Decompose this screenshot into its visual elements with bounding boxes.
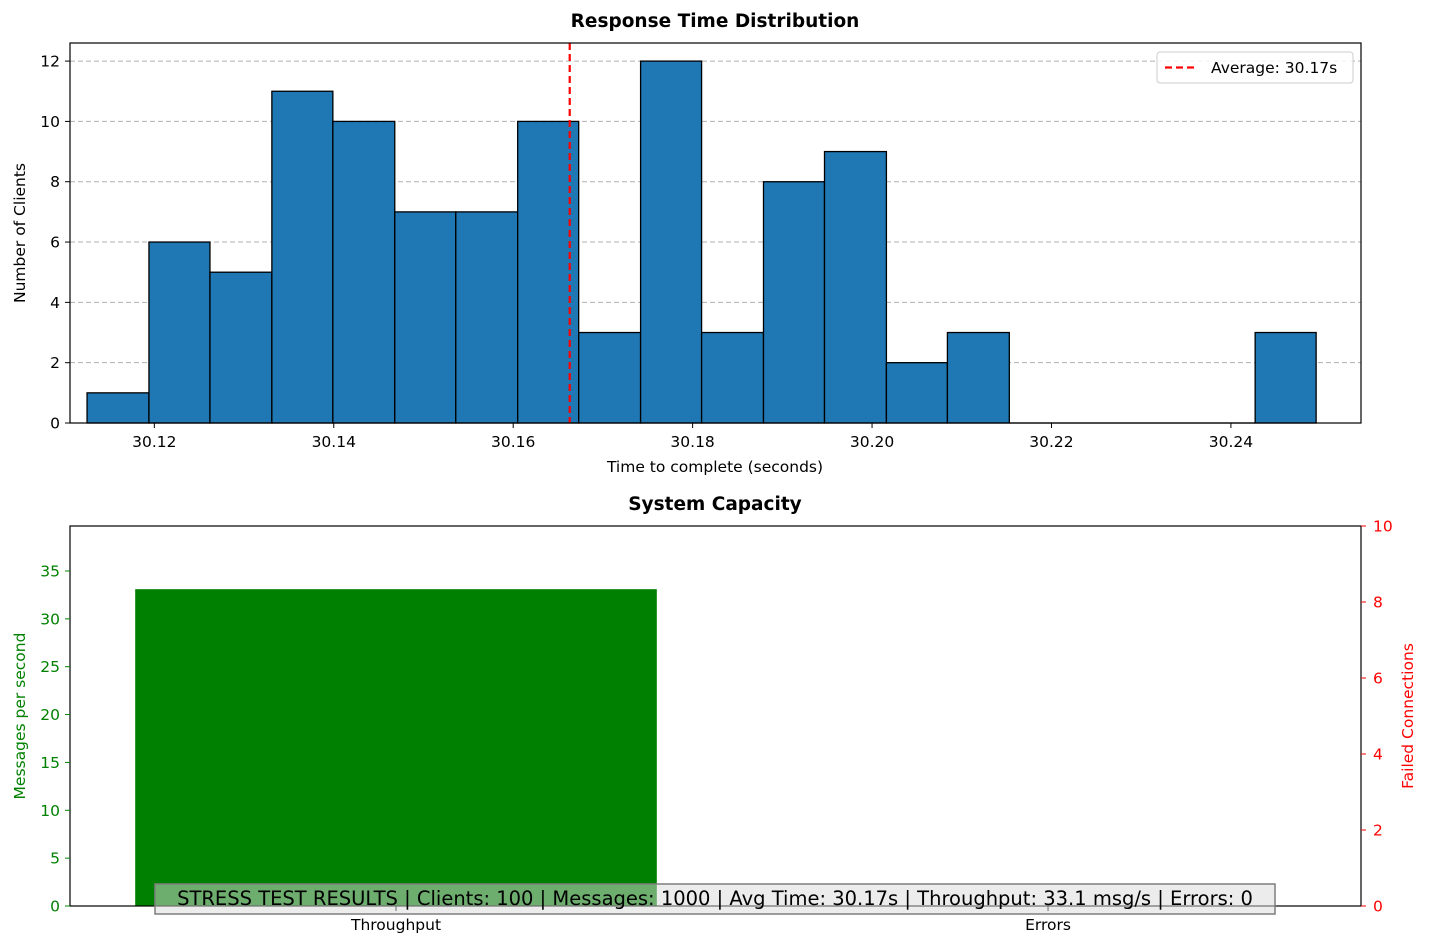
right-tick-label: 10 (1373, 518, 1393, 536)
results-annotation: STRESS TEST RESULTS | Clients: 100 | Mes… (154, 883, 1276, 915)
y-tick-label: 10 (40, 113, 60, 131)
histogram-chart: Response Time Distribution 30.12 30.14 30.… (11, 11, 1362, 476)
left-tick-label: 0 (50, 898, 60, 916)
x-tick-label: 30.20 (850, 433, 894, 451)
x-tick-label: 30.16 (491, 433, 535, 451)
histogram-legend: Average: 30.17s (1156, 51, 1354, 84)
histogram-bar (946, 331, 1010, 424)
histogram-grid (70, 60, 1361, 364)
throughput-bar (135, 589, 657, 906)
category-label: Throughput (350, 916, 441, 934)
capacity-x-ticks: Throughput Errors (350, 906, 1071, 934)
y-tick-label: 12 (40, 53, 60, 71)
histogram-x-ticks: 30.12 30.14 30.16 30.18 30.20 30.22 30.24 (132, 423, 1253, 451)
histogram-bar (148, 241, 211, 424)
histogram-bar (639, 60, 703, 424)
histogram-bar (700, 331, 765, 424)
category-label: Errors (1025, 916, 1071, 934)
y-tick-label: 6 (50, 234, 60, 252)
right-tick-label: 2 (1373, 822, 1383, 840)
capacity-right-label: Failed Connections (1399, 643, 1417, 789)
capacity-left-ticks: 0 5 10 15 20 25 30 35 (40, 562, 70, 916)
histogram-bar (455, 211, 519, 424)
right-tick-label: 0 (1373, 898, 1383, 916)
y-tick-label: 8 (50, 173, 60, 191)
legend-average-label: Average: 30.17s (1211, 59, 1337, 77)
capacity-chart: System Capacity Throughput Errors 0 5 10 15 2… (11, 494, 1417, 934)
left-tick-label: 15 (40, 754, 60, 772)
legend-box (1156, 51, 1354, 84)
histogram-bar (578, 331, 642, 424)
x-tick-label: 30.24 (1209, 433, 1253, 451)
right-tick-label: 6 (1373, 670, 1383, 688)
left-tick-label: 20 (40, 706, 60, 724)
results-box (154, 883, 1276, 915)
histogram-bar (1254, 331, 1317, 424)
capacity-bars (135, 589, 657, 906)
capacity-title: System Capacity (628, 494, 802, 515)
right-tick-label: 4 (1373, 746, 1383, 764)
histogram-bar (762, 181, 826, 424)
histogram-bar (209, 271, 273, 424)
histogram-bar (332, 120, 396, 424)
left-tick-label: 25 (40, 658, 60, 676)
capacity-right-ticks: 0 2 4 6 8 10 (1361, 518, 1393, 916)
histogram-y-label: Number of Clients (11, 163, 29, 303)
left-tick-label: 5 (50, 850, 60, 868)
results-text: STRESS TEST RESULTS | Clients: 100 | Mes… (177, 887, 1253, 910)
histogram-title: Response Time Distribution (571, 11, 860, 32)
histogram-bar (885, 362, 949, 424)
right-tick-label: 8 (1373, 594, 1383, 612)
left-tick-label: 10 (40, 802, 60, 820)
y-tick-label: 4 (50, 294, 60, 312)
left-tick-label: 35 (40, 562, 60, 580)
histogram-bar (271, 90, 334, 424)
histogram-bar (517, 120, 580, 424)
histogram-frame (69, 42, 1362, 424)
x-tick-label: 30.14 (312, 433, 356, 451)
y-tick-label: 0 (50, 415, 60, 433)
capacity-left-label: Messages per second (11, 633, 29, 800)
y-tick-label: 2 (50, 354, 60, 372)
histogram-bar (86, 392, 150, 424)
x-tick-label: 30.18 (670, 433, 714, 451)
histogram-bars (86, 60, 1317, 424)
x-tick-label: 30.22 (1029, 433, 1073, 451)
histogram-y-ticks: 0 2 4 6 8 10 12 (40, 53, 70, 433)
x-tick-label: 30.12 (132, 433, 176, 451)
histogram-bar (394, 211, 457, 424)
histogram-bar (823, 150, 888, 424)
histogram-x-label: Time to complete (seconds) (606, 458, 823, 476)
left-tick-label: 30 (40, 610, 60, 628)
